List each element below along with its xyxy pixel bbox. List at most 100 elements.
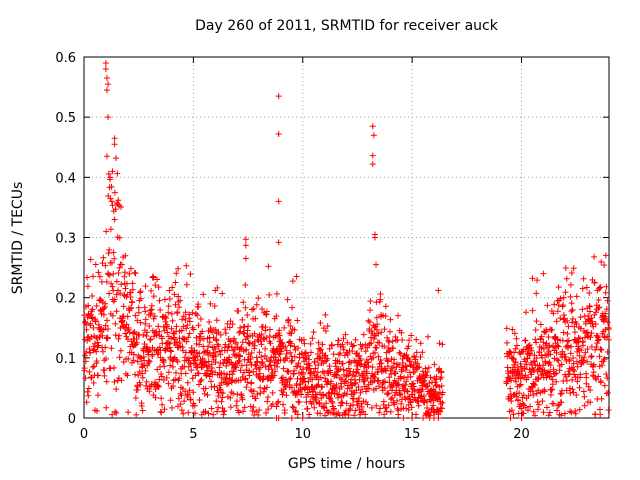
data-point: [344, 351, 351, 358]
data-point: [555, 284, 562, 291]
data-point: [128, 305, 135, 312]
data-point: [158, 409, 165, 416]
data-point: [368, 404, 375, 411]
data-point: [420, 378, 427, 385]
data-point: [310, 368, 317, 375]
data-point: [394, 397, 401, 404]
data-point: [283, 347, 290, 354]
data-point: [329, 342, 336, 349]
data-point: [274, 399, 281, 406]
data-point: [178, 407, 185, 414]
data-point: [304, 405, 311, 412]
data-point: [512, 375, 519, 382]
data-point: [247, 355, 254, 362]
data-point: [163, 374, 170, 381]
data-point: [247, 387, 254, 394]
data-point: [367, 298, 374, 305]
data-point: [381, 411, 388, 418]
data-point: [533, 339, 540, 346]
data-point: [125, 409, 132, 416]
data-point: [412, 356, 419, 363]
data-point: [105, 250, 112, 257]
data-point: [233, 402, 240, 409]
data-point: [345, 365, 352, 372]
data-point: [180, 313, 187, 320]
data-point: [89, 315, 96, 322]
data-point: [570, 366, 577, 373]
x-tick-label: 0: [80, 427, 88, 442]
data-point: [595, 373, 602, 380]
data-point: [565, 344, 572, 351]
data-point: [333, 371, 340, 378]
data-point: [99, 332, 106, 339]
data-point: [422, 365, 429, 372]
data-point: [571, 329, 578, 336]
data-point: [557, 391, 564, 398]
data-point: [322, 327, 329, 334]
data-point: [182, 349, 189, 356]
spike-point: [275, 93, 282, 100]
data-point: [161, 406, 168, 413]
data-point: [436, 394, 443, 401]
data-point: [182, 316, 189, 323]
data-point: [132, 371, 139, 378]
data-point: [117, 290, 124, 297]
data-point: [311, 358, 318, 365]
data-point: [85, 302, 92, 309]
spike-point: [105, 114, 112, 121]
data-point: [226, 324, 233, 331]
data-point: [108, 198, 115, 205]
data-point: [168, 325, 175, 332]
data-point: [93, 408, 100, 415]
data-point: [569, 306, 576, 313]
data-point: [567, 350, 574, 357]
data-point: [604, 297, 611, 304]
data-point: [408, 332, 415, 339]
data-point: [288, 330, 295, 337]
data-point: [89, 306, 96, 313]
data-point: [135, 309, 142, 316]
data-point: [130, 357, 137, 364]
spike-point: [568, 269, 575, 276]
data-point: [314, 382, 321, 389]
data-point: [193, 340, 200, 347]
data-point: [138, 402, 145, 409]
zero-point: [518, 415, 525, 421]
data-point: [403, 378, 410, 385]
data-point: [81, 312, 88, 319]
data-point: [260, 388, 267, 395]
data-point: [307, 340, 314, 347]
data-point: [373, 326, 380, 333]
data-point: [249, 407, 256, 414]
data-point: [324, 355, 331, 362]
data-point: [380, 312, 387, 319]
data-point: [123, 321, 130, 328]
data-point: [567, 390, 574, 397]
data-point: [196, 350, 203, 357]
data-point: [212, 353, 219, 360]
data-point: [103, 228, 110, 235]
data-point: [256, 374, 263, 381]
data-point: [555, 357, 562, 364]
spike-point: [370, 132, 377, 139]
data-point: [385, 358, 392, 365]
data-point: [347, 359, 354, 366]
data-point: [142, 320, 149, 327]
data-point: [310, 329, 317, 336]
data-point: [581, 393, 588, 400]
data-point: [187, 396, 194, 403]
data-point: [95, 342, 102, 349]
data-point: [169, 284, 176, 291]
data-point: [563, 387, 570, 394]
data-point: [344, 339, 351, 346]
data-point: [192, 310, 199, 317]
data-point: [90, 273, 97, 280]
data-point: [586, 308, 593, 315]
data-point: [395, 407, 402, 414]
data-point: [87, 349, 94, 356]
data-point: [288, 340, 295, 347]
data-point: [417, 354, 424, 361]
data-point: [266, 358, 273, 365]
data-point: [173, 369, 180, 376]
data-point: [564, 330, 571, 337]
